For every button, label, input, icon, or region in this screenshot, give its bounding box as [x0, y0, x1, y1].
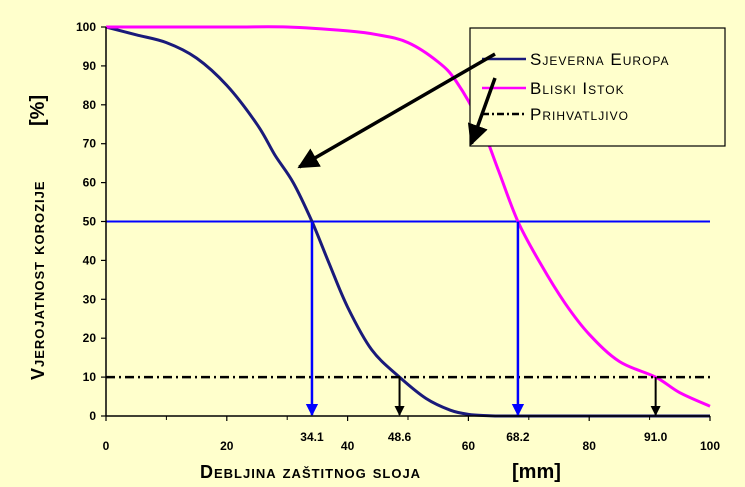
x-axis-unit: [mm] [512, 461, 561, 483]
y-tick-label: 40 [83, 253, 97, 267]
x-tick-label: 20 [220, 439, 234, 453]
marked-x-label: 91.0 [644, 430, 668, 444]
y-tick-label: 0 [89, 409, 96, 423]
annotation-arrow [297, 52, 496, 169]
marked-x-label: 48.6 [388, 430, 412, 444]
y-tick-label: 30 [83, 292, 97, 306]
y-tick-label: 20 [83, 331, 97, 345]
x-tick-label: 60 [462, 439, 476, 453]
x-tick-label: 40 [341, 439, 355, 453]
y-tick-label: 10 [83, 370, 97, 384]
axes: 0 10 20 30 40 50 60 70 80 90 100 0 20 40 60 80 100 34.1 48… [76, 20, 720, 453]
legend: Sjeverna Europa Bliski Istok Prihvatljivo [297, 27, 726, 169]
x-tick-label: 0 [103, 439, 110, 453]
y-tick-label: 80 [83, 98, 97, 112]
y-axis-unit: [%] [27, 95, 49, 126]
y-axis-label: Vjerojatnost korozije [28, 180, 48, 380]
legend-label: Prihvatljivo [530, 105, 629, 124]
x-tick-label: 100 [700, 439, 720, 453]
x-tick-label: 80 [583, 439, 597, 453]
y-tick-label: 50 [83, 215, 97, 229]
legend-label: Bliski Istok [530, 79, 625, 98]
y-tick-label: 100 [76, 20, 96, 34]
marked-x-label: 34.1 [300, 430, 324, 444]
x-axis-label: Debljina zaštitnog sloja [200, 462, 421, 482]
legend-label: Sjeverna Europa [530, 50, 670, 69]
annotation-arrow [467, 77, 497, 146]
marked-x-label: 68.2 [506, 430, 530, 444]
y-tick-label: 90 [83, 59, 97, 73]
y-tick-label: 70 [83, 137, 97, 151]
y-tick-label: 60 [83, 176, 97, 190]
